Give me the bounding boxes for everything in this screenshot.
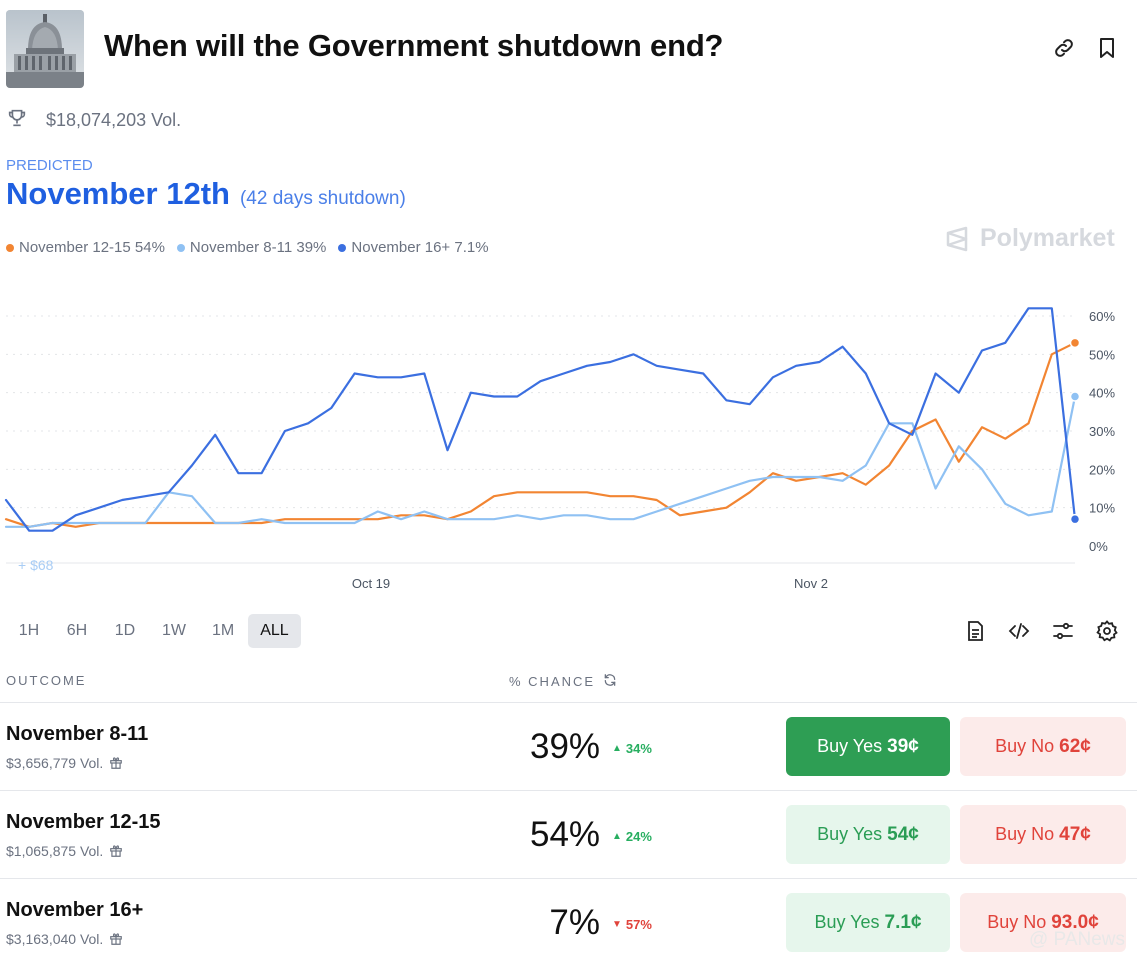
trophy-icon	[6, 107, 28, 134]
document-icon[interactable]	[963, 619, 987, 643]
up-triangle-icon: ▲	[612, 743, 622, 754]
outcome-row[interactable]: November 8-11 $3,656,779 Vol. 39% ▲ 34% B…	[0, 702, 1137, 790]
y-tick-label: 20%	[1089, 462, 1115, 477]
predicted-label: PREDICTED	[6, 157, 93, 174]
timeframe-1h[interactable]: 1H	[18, 622, 40, 639]
gear-icon[interactable]	[1095, 619, 1119, 643]
sliders-icon[interactable]	[1051, 619, 1075, 643]
chart-legend: November 12-15 54% November 8-11 39% Nov…	[6, 239, 501, 256]
buy-yes-button[interactable]: Buy Yes 54¢	[786, 805, 950, 864]
legend-dot	[338, 243, 347, 252]
timeframe-1m[interactable]: 1M	[212, 622, 235, 639]
bookmark-icon[interactable]	[1095, 36, 1119, 60]
panews-watermark: @ PANews	[1028, 929, 1125, 950]
outcome-name: November 16+	[6, 899, 144, 921]
outcome-volume: $1,065,875 Vol.	[6, 843, 123, 859]
legend-item: November 16+ 7.1%	[338, 239, 489, 256]
down-triangle-icon: ▼	[612, 919, 622, 930]
x-tick-label: Oct 19	[352, 576, 390, 591]
series-line	[4, 341, 1077, 528]
buy-no-button[interactable]: Buy No 47¢	[960, 805, 1126, 864]
legend-item: November 8-11 39%	[176, 239, 326, 256]
y-tick-label: 30%	[1089, 424, 1115, 439]
predicted-value: November 12th	[6, 176, 230, 211]
predicted-subtitle: (42 days shutdown)	[239, 188, 406, 209]
prediction: November 12th (42 days shutdown)	[6, 176, 406, 212]
buy-yes-button[interactable]: Buy Yes 7.1¢	[786, 893, 950, 952]
market-volume: $18,074,203 Vol.	[6, 108, 181, 132]
timeframe-6h[interactable]: 6H	[66, 622, 88, 639]
y-tick-label: 10%	[1089, 501, 1115, 516]
outcome-name: November 12-15	[6, 811, 161, 833]
gift-icon	[110, 845, 123, 857]
y-tick-label: 50%	[1089, 347, 1115, 362]
chance-change: ▼ 57%	[612, 917, 652, 932]
outcome-chance: 39%	[530, 727, 601, 766]
outcome-row[interactable]: November 16+ $3,163,040 Vol. 7% ▼ 57% Buy…	[0, 878, 1137, 961]
outcome-row[interactable]: November 12-15 $1,065,875 Vol. 54% ▲ 24% …	[0, 790, 1137, 878]
y-tick-label: 0%	[1089, 539, 1108, 554]
up-triangle-icon: ▲	[612, 831, 622, 842]
link-icon[interactable]	[1052, 36, 1076, 60]
embed-code-icon[interactable]	[1007, 619, 1031, 643]
series-end-dot	[1069, 391, 1081, 402]
chance-change: ▲ 34%	[612, 741, 652, 756]
series-line	[4, 307, 1077, 532]
series-end-dot	[1069, 513, 1081, 525]
legend-dot	[176, 243, 185, 252]
outcome-name: November 8-11	[6, 723, 149, 745]
volume-text: $18,074,203 Vol.	[46, 109, 182, 130]
x-tick-label: Nov 2	[794, 576, 828, 591]
timeframe-all[interactable]: ALL	[248, 614, 301, 648]
outcome-volume: $3,656,779 Vol.	[6, 755, 123, 771]
gift-icon	[110, 933, 123, 945]
market-thumbnail	[6, 10, 84, 88]
y-tick-label: 60%	[1089, 309, 1115, 324]
refresh-icon[interactable]	[603, 673, 617, 690]
timeframe-1d[interactable]: 1D	[114, 622, 136, 639]
price-chart[interactable]: 60% 50% 40% 30% 20% 10% 0% Oct 19 Nov 2 + $68	[0, 290, 1137, 600]
outcome-volume: $3,163,040 Vol.	[6, 931, 123, 947]
chance-change: ▲ 24%	[612, 829, 652, 844]
buy-no-button[interactable]: Buy No 93.0¢	[960, 893, 1126, 952]
polymarket-logo-icon	[946, 226, 968, 251]
col-chance: % CHANCE	[509, 673, 617, 690]
y-tick-label: 40%	[1089, 386, 1115, 401]
buy-yes-button[interactable]: Buy Yes 39¢	[786, 717, 950, 776]
col-outcome: OUTCOME	[6, 673, 87, 688]
buy-no-button[interactable]: Buy No 62¢	[960, 717, 1126, 776]
legend-item: November 12-15 54%	[6, 239, 165, 256]
chart-annotation: + $68	[18, 557, 54, 573]
timeframe-1w[interactable]: 1W	[162, 622, 186, 639]
series-line	[4, 395, 1077, 528]
outcome-chance: 54%	[530, 815, 601, 854]
market-title: When will the Government shutdown end?	[104, 28, 724, 63]
chart-tools	[943, 619, 1119, 643]
polymarket-watermark: Polymarket	[944, 224, 1115, 253]
gift-icon	[110, 757, 123, 769]
outcome-chance: 7%	[549, 903, 600, 942]
legend-dot	[6, 243, 14, 252]
series-end-dot	[1069, 337, 1081, 349]
timeframe-selector: 1H 6H 1D 1W 1M ALL	[6, 614, 303, 648]
